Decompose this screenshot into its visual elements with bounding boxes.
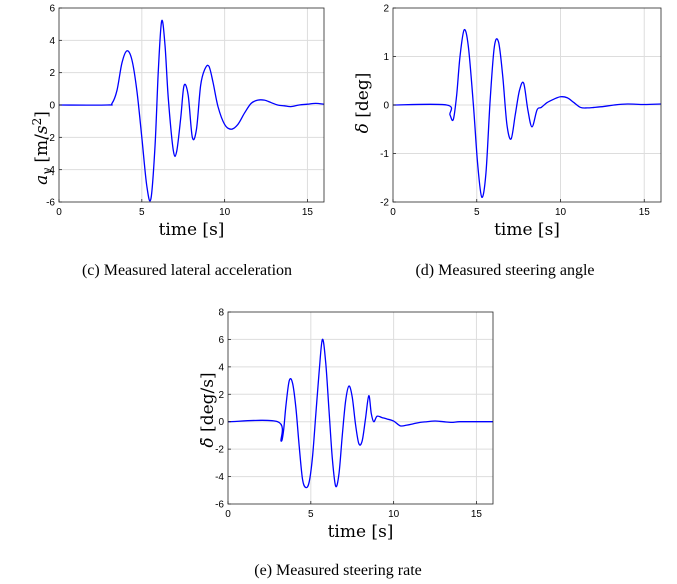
grid-lines — [228, 312, 493, 504]
y-tick-label: -4 — [46, 165, 55, 176]
x-tick-label: 15 — [639, 207, 651, 218]
x-tick-label: 15 — [471, 509, 483, 520]
y-tick-label: 6 — [49, 4, 55, 15]
y-axis-label: δ [deg] — [353, 73, 373, 134]
y-tick-label: -4 — [215, 472, 224, 483]
y-tick-label: 2 — [218, 390, 224, 401]
x-tick-label: 10 — [219, 207, 231, 218]
x-tick-label: 15 — [302, 207, 314, 218]
y-tick-label: 1 — [383, 52, 389, 63]
y-tick-label: -2 — [380, 198, 389, 209]
x-axis-label: time [s] — [159, 220, 225, 240]
series-line — [227, 338, 493, 489]
series-curve — [392, 28, 662, 198]
caption-d: (d) Measured steering angle — [415, 262, 594, 279]
y-tick-label: 6 — [218, 335, 224, 346]
x-tick-label: 0 — [225, 509, 231, 520]
y-tick-label: -1 — [380, 149, 389, 160]
x-tick-label: 5 — [474, 207, 480, 218]
y-tick-label: 8 — [218, 308, 224, 319]
y-tick-label: 2 — [49, 68, 55, 79]
y-tick-label: -2 — [46, 133, 55, 144]
y-tick-label: 0 — [383, 101, 389, 112]
tick-labels: 0 5 10 15 -6 -4 -2 0 2 4 6 — [46, 4, 313, 219]
chart-panel-steering-rate: 0 5 10 15 -6 -4 -2 0 2 4 6 8 time [s] δ̇ [deg/s] (e… — [198, 308, 494, 579]
y-tick-label: -2 — [215, 445, 224, 456]
series-line — [392, 28, 662, 198]
chart-panel-lateral-acceleration: 0 5 10 15 -6 -4 -2 0 2 4 6 time [s] ay [m/s2] (c) … — [30, 4, 325, 279]
y-tick-label: -6 — [46, 198, 55, 209]
tick-labels: 0 5 10 15 -2 -1 0 1 2 — [380, 4, 650, 219]
plot-frame — [227, 311, 494, 505]
tick-labels: 0 5 10 15 -6 -4 -2 0 2 4 6 8 — [215, 308, 482, 521]
x-tick-label: 0 — [390, 207, 396, 218]
x-axis-label: time [s] — [494, 220, 560, 240]
y-tick-label: 0 — [49, 101, 55, 112]
caption-c: (c) Measured lateral acceleration — [82, 262, 292, 279]
y-tick-label: 2 — [383, 4, 389, 15]
x-tick-label: 10 — [555, 207, 567, 218]
x-tick-label: 10 — [388, 509, 400, 520]
chart-panel-steering-angle: 0 5 10 15 -2 -1 0 1 2 time [s] δ [deg] (d) Measu… — [353, 4, 662, 279]
y-axis-label: ay [m/s2] — [30, 111, 54, 185]
caption-e: (e) Measured steering rate — [254, 562, 421, 579]
y-tick-label: 4 — [218, 362, 224, 373]
y-axis-label: δ̇ [deg/s] — [198, 372, 218, 447]
y-tick-label: -6 — [215, 500, 224, 511]
x-tick-label: 5 — [308, 509, 314, 520]
y-tick-label: 4 — [49, 36, 55, 47]
grid-lines — [393, 8, 661, 202]
x-tick-label: 5 — [139, 207, 145, 218]
series-curve — [227, 338, 493, 489]
x-tick-label: 0 — [56, 207, 62, 218]
series-line — [58, 19, 325, 202]
series-curve — [58, 19, 325, 202]
x-axis-label: time [s] — [328, 522, 394, 542]
y-tick-label: 0 — [218, 417, 224, 428]
